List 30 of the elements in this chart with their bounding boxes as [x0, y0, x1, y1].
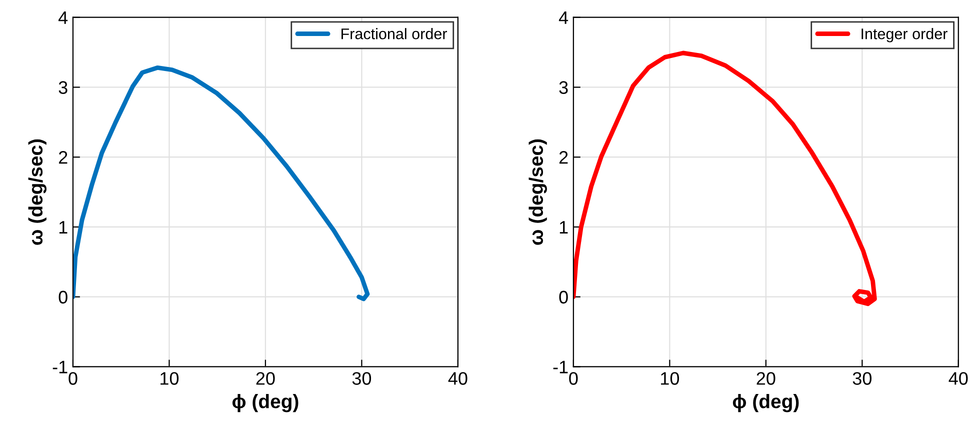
y-tick-label: -1: [52, 360, 68, 374]
x-tick-label: 30: [352, 372, 372, 385]
x-tick-label: 20: [756, 372, 776, 385]
x-tick-label: 20: [256, 372, 275, 385]
y-axis-title: ω (deg/sec): [528, 139, 547, 245]
y-tick-label: 0: [559, 290, 568, 304]
y-tick-label: 1: [560, 221, 568, 234]
x-axis-title: ϕ (deg): [732, 394, 799, 412]
y-tick-label: 4: [58, 11, 68, 24]
x-tick-label: 0: [569, 372, 578, 385]
x-tick-label: 10: [160, 372, 179, 385]
y-tick-label: 2: [559, 151, 568, 164]
y-axis-title: ω (deg/sec): [28, 139, 47, 245]
legend-label: Integer order: [862, 28, 948, 42]
x-axis-title: ϕ (deg): [232, 394, 298, 412]
x-tick-label: 30: [852, 372, 872, 385]
y-tick-label: 3: [58, 81, 68, 94]
y-tick-label: 2: [58, 151, 68, 164]
y-tick-label: 1: [59, 221, 68, 234]
line-series: [72, 65, 370, 302]
y-tick-label: -1: [553, 360, 568, 374]
y-tick-label: 4: [558, 11, 568, 24]
y-tick-label: 0: [58, 290, 68, 304]
y-tick-label: 3: [559, 81, 568, 94]
line-series: [573, 50, 877, 306]
x-tick-label: 0: [68, 372, 78, 385]
x-tick-label: 40: [448, 372, 468, 385]
legend-label: Fractional order: [342, 28, 448, 40]
x-tick-label: 40: [948, 372, 968, 385]
x-tick-label: 10: [661, 372, 680, 385]
